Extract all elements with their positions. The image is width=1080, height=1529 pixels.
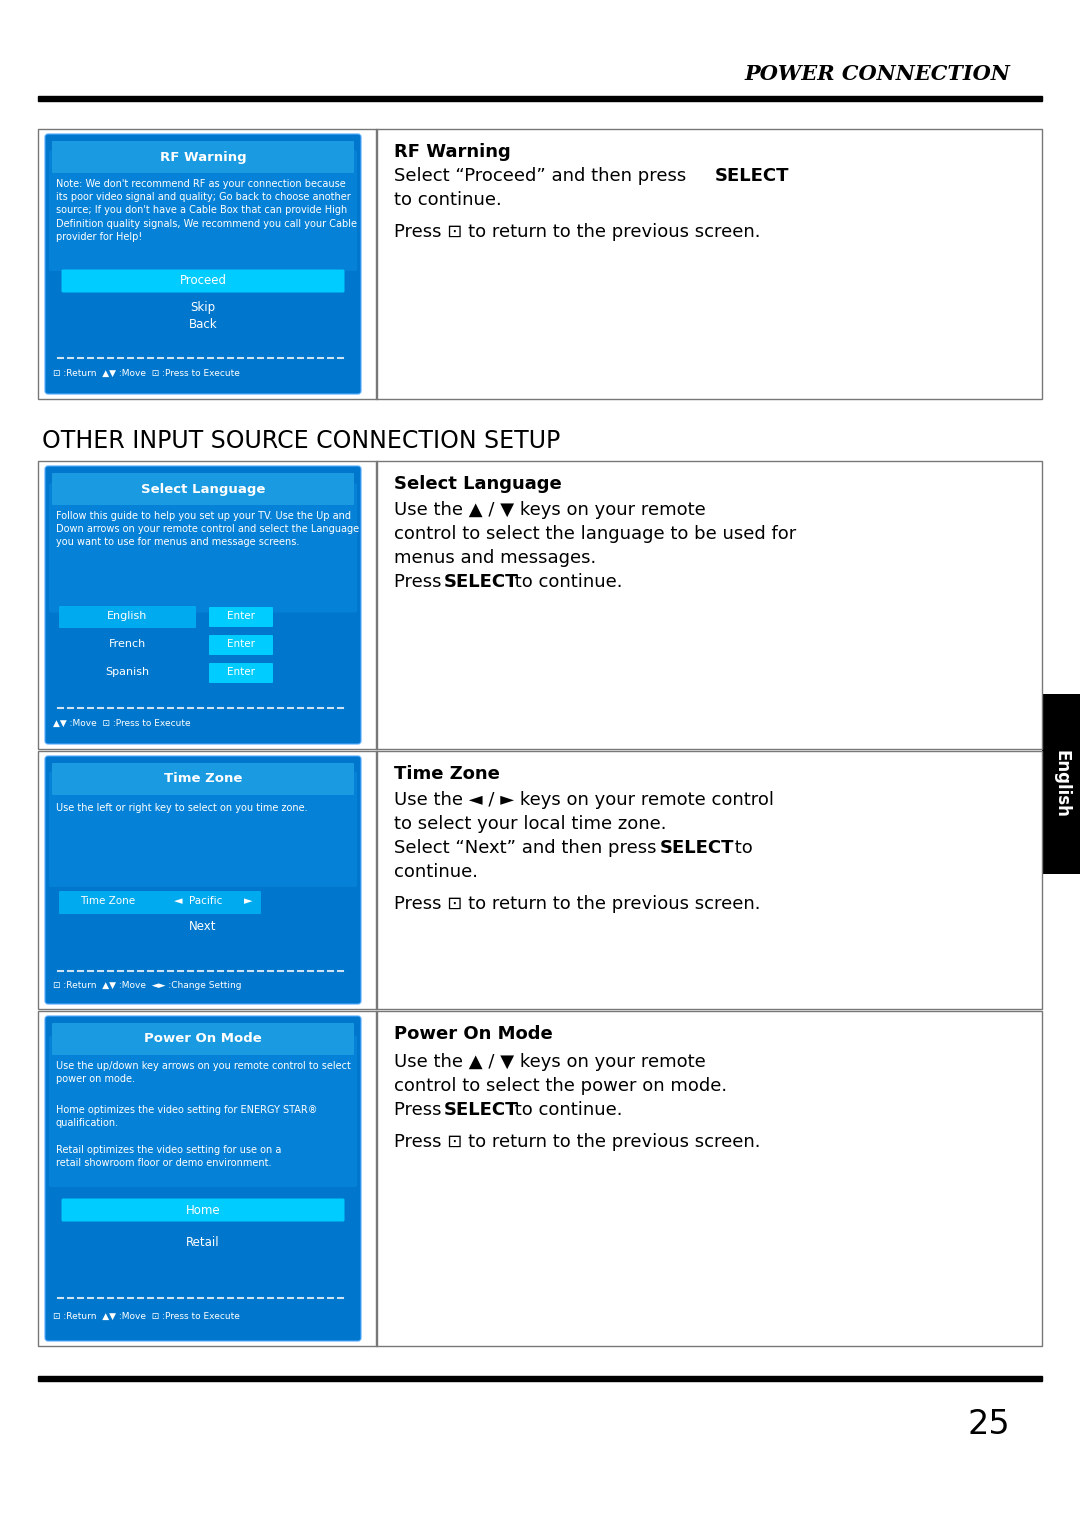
Text: Select “Next” and then press: Select “Next” and then press [394,839,662,856]
FancyBboxPatch shape [52,472,354,505]
Text: Time Zone: Time Zone [394,764,500,783]
Text: Select Language: Select Language [394,476,562,492]
Bar [38,751,1042,1009]
Text: Skip: Skip [190,301,216,313]
Text: Press ⊡ to return to the previous screen.: Press ⊡ to return to the previous screen… [394,223,760,242]
FancyBboxPatch shape [49,772,357,887]
FancyBboxPatch shape [45,755,361,1005]
FancyBboxPatch shape [52,763,354,795]
Text: ⊡ :Return  ▲▼ :Move  ⊡ :Press to Execute: ⊡ :Return ▲▼ :Move ⊡ :Press to Execute [53,368,240,378]
Bar [38,1011,1042,1346]
Text: to: to [729,839,753,856]
Text: SELECT: SELECT [715,167,789,185]
Text: Enter: Enter [227,667,255,677]
FancyBboxPatch shape [210,635,273,654]
Bar [1042,694,1080,875]
FancyBboxPatch shape [59,605,195,628]
Text: SELECT: SELECT [444,573,518,592]
Text: ▲▼ :Move  ⊡ :Press to Execute: ▲▼ :Move ⊡ :Press to Execute [53,719,191,728]
Text: RF Warning: RF Warning [160,150,246,164]
Text: Follow this guide to help you set up your TV. Use the Up and
Down arrows on your: Follow this guide to help you set up you… [56,511,360,547]
Bar [38,128,1042,399]
Text: RF Warning: RF Warning [394,144,511,161]
Text: Home optimizes the video setting for ENERGY STAR®
qualification.: Home optimizes the video setting for ENE… [56,1105,318,1128]
Text: Enter: Enter [227,639,255,648]
Text: 25: 25 [968,1408,1010,1440]
Text: ⊡ :Return  ▲▼ :Move  ⊡ :Press to Execute: ⊡ :Return ▲▼ :Move ⊡ :Press to Execute [53,1312,240,1321]
FancyBboxPatch shape [210,664,273,683]
FancyBboxPatch shape [210,607,273,627]
Text: ◄: ◄ [174,896,183,907]
Text: Proceed: Proceed [179,275,227,287]
Text: Time Zone: Time Zone [80,896,136,907]
Text: Press: Press [394,573,447,592]
FancyBboxPatch shape [52,1023,354,1055]
Text: SELECT: SELECT [444,1101,518,1119]
Text: ⊡ :Return  ▲▼ :Move  ◄► :Change Setting: ⊡ :Return ▲▼ :Move ◄► :Change Setting [53,982,242,991]
Text: Use the left or right key to select on you time zone.: Use the left or right key to select on y… [56,803,308,813]
Text: Back: Back [189,318,217,332]
FancyBboxPatch shape [45,1015,361,1341]
Text: Use the up/down key arrows on you remote control to select
power on mode.: Use the up/down key arrows on you remote… [56,1061,351,1084]
FancyBboxPatch shape [62,1199,345,1222]
Text: Use the ▲ / ▼ keys on your remote: Use the ▲ / ▼ keys on your remote [394,502,705,518]
Text: Time Zone: Time Zone [164,772,242,786]
Text: English: English [1052,751,1070,818]
FancyBboxPatch shape [45,135,361,394]
Text: Home: Home [186,1203,220,1217]
Text: Power On Mode: Power On Mode [144,1032,261,1046]
Text: Select Language: Select Language [140,483,266,495]
FancyBboxPatch shape [62,269,345,292]
Text: control to select the language to be used for: control to select the language to be use… [394,524,796,543]
Text: English: English [107,612,147,621]
Text: ►: ► [244,896,253,907]
Text: Retail optimizes the video setting for use on a
retail showroom floor or demo en: Retail optimizes the video setting for u… [56,1145,282,1168]
Text: POWER CONNECTION: POWER CONNECTION [744,64,1010,84]
FancyBboxPatch shape [49,483,357,613]
Text: Press: Press [394,1101,447,1119]
Bar [38,462,1042,749]
Text: OTHER INPUT SOURCE CONNECTION SETUP: OTHER INPUT SOURCE CONNECTION SETUP [42,430,561,453]
Text: Next: Next [189,920,217,934]
Text: to select your local time zone.: to select your local time zone. [394,815,666,833]
Text: Press ⊡ to return to the previous screen.: Press ⊡ to return to the previous screen… [394,894,760,913]
Text: to continue.: to continue. [509,1101,622,1119]
FancyBboxPatch shape [52,141,354,173]
Text: Note: We don't recommend RF as your connection because
its poor video signal and: Note: We don't recommend RF as your conn… [56,179,357,242]
Text: Pacific: Pacific [189,896,222,907]
Bar [38,96,1042,101]
FancyBboxPatch shape [49,1037,357,1187]
Text: SELECT: SELECT [660,839,734,856]
Text: Power On Mode: Power On Mode [394,1024,553,1043]
Text: menus and messages.: menus and messages. [394,549,596,567]
Text: control to select the power on mode.: control to select the power on mode. [394,1076,727,1095]
Text: Press ⊡ to return to the previous screen.: Press ⊡ to return to the previous screen… [394,1133,760,1151]
Text: Use the ▲ / ▼ keys on your remote: Use the ▲ / ▼ keys on your remote [394,1053,705,1070]
Text: Enter: Enter [227,612,255,621]
FancyBboxPatch shape [45,466,361,745]
FancyBboxPatch shape [59,891,261,914]
Text: to continue.: to continue. [509,573,622,592]
Text: Use the ◄ / ► keys on your remote control: Use the ◄ / ► keys on your remote contro… [394,790,774,809]
Text: Select “Proceed” and then press: Select “Proceed” and then press [394,167,692,185]
Text: Retail: Retail [186,1235,220,1249]
Text: French: French [108,639,146,648]
Text: continue.: continue. [394,862,478,881]
Text: to continue.: to continue. [394,191,502,209]
Bar [38,1376,1042,1381]
Text: Spanish: Spanish [105,667,149,677]
FancyBboxPatch shape [49,150,357,271]
